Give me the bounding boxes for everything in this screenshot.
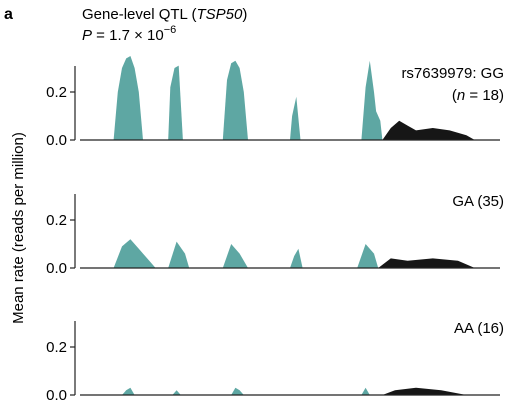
coverage-peak-aa-4	[361, 387, 370, 395]
coverage-peak-aa-2	[172, 390, 181, 395]
panel-letter: a	[4, 6, 13, 23]
y-tick-label-ga-0.2: 0.2	[46, 212, 67, 229]
coverage-peak-gg-3	[222, 60, 248, 140]
coverage-peak-ga-5	[357, 244, 379, 268]
coverage-peak-gg-4	[290, 96, 301, 140]
sample-count-gg: (n = 18)	[452, 87, 504, 104]
y-tick-label-ga-0.0: 0.0	[46, 260, 67, 277]
title-post: )	[242, 6, 247, 23]
y-tick-label-gg-0.0: 0.0	[46, 132, 67, 149]
panel-gg: 0.0 0.2 rs7639979: GG (n = 18)	[46, 56, 504, 149]
pvalue-exponent: −6	[164, 24, 177, 36]
y-tick-label-gg-0.2: 0.2	[46, 84, 67, 101]
coverage-peak-gg-6	[382, 120, 475, 140]
coverage-peak-ga-1	[113, 239, 156, 268]
coverage-peak-aa-3	[231, 387, 244, 395]
genotype-label-aa: AA (16)	[454, 320, 504, 337]
panels: 0.0 0.2 rs7639979: GG (n = 18) 0.0 0.2 GA (35)…	[46, 56, 504, 404]
y-axis-label: Mean rate (reads per million)	[10, 132, 27, 324]
title-pre: Gene-level QTL (	[82, 6, 197, 23]
y-tick-label-aa-0.0: 0.0	[46, 387, 67, 404]
panel-ga: 0.0 0.2 GA (35)	[46, 193, 504, 277]
pvalue-mantissa: = 1.7 × 10	[92, 27, 164, 44]
coverage-peak-ga-6	[378, 258, 475, 268]
coverage-peak-ga-2	[168, 241, 190, 268]
title-gene: TSP50	[197, 6, 244, 23]
coverage-peak-gg-5	[361, 60, 383, 140]
genotype-label-gg: rs7639979: GG	[401, 65, 504, 82]
y-tick-label-aa-0.2: 0.2	[46, 339, 67, 356]
title: Gene-level QTL (TSP50)	[82, 6, 247, 23]
panel-aa: 0.0 0.2 AA (16)	[46, 320, 504, 404]
pvalue-label: P	[82, 27, 92, 44]
coverage-peak-gg-1	[113, 56, 143, 140]
coverage-peak-ga-4	[290, 248, 303, 268]
coverage-peak-aa-5	[382, 387, 467, 395]
coverage-peak-ga-3	[222, 244, 248, 268]
coverage-peak-gg-2	[168, 65, 183, 140]
coverage-peak-aa-1	[122, 387, 135, 395]
genotype-label-ga: GA (35)	[452, 193, 504, 210]
pvalue: P = 1.7 × 10−6	[82, 24, 176, 44]
